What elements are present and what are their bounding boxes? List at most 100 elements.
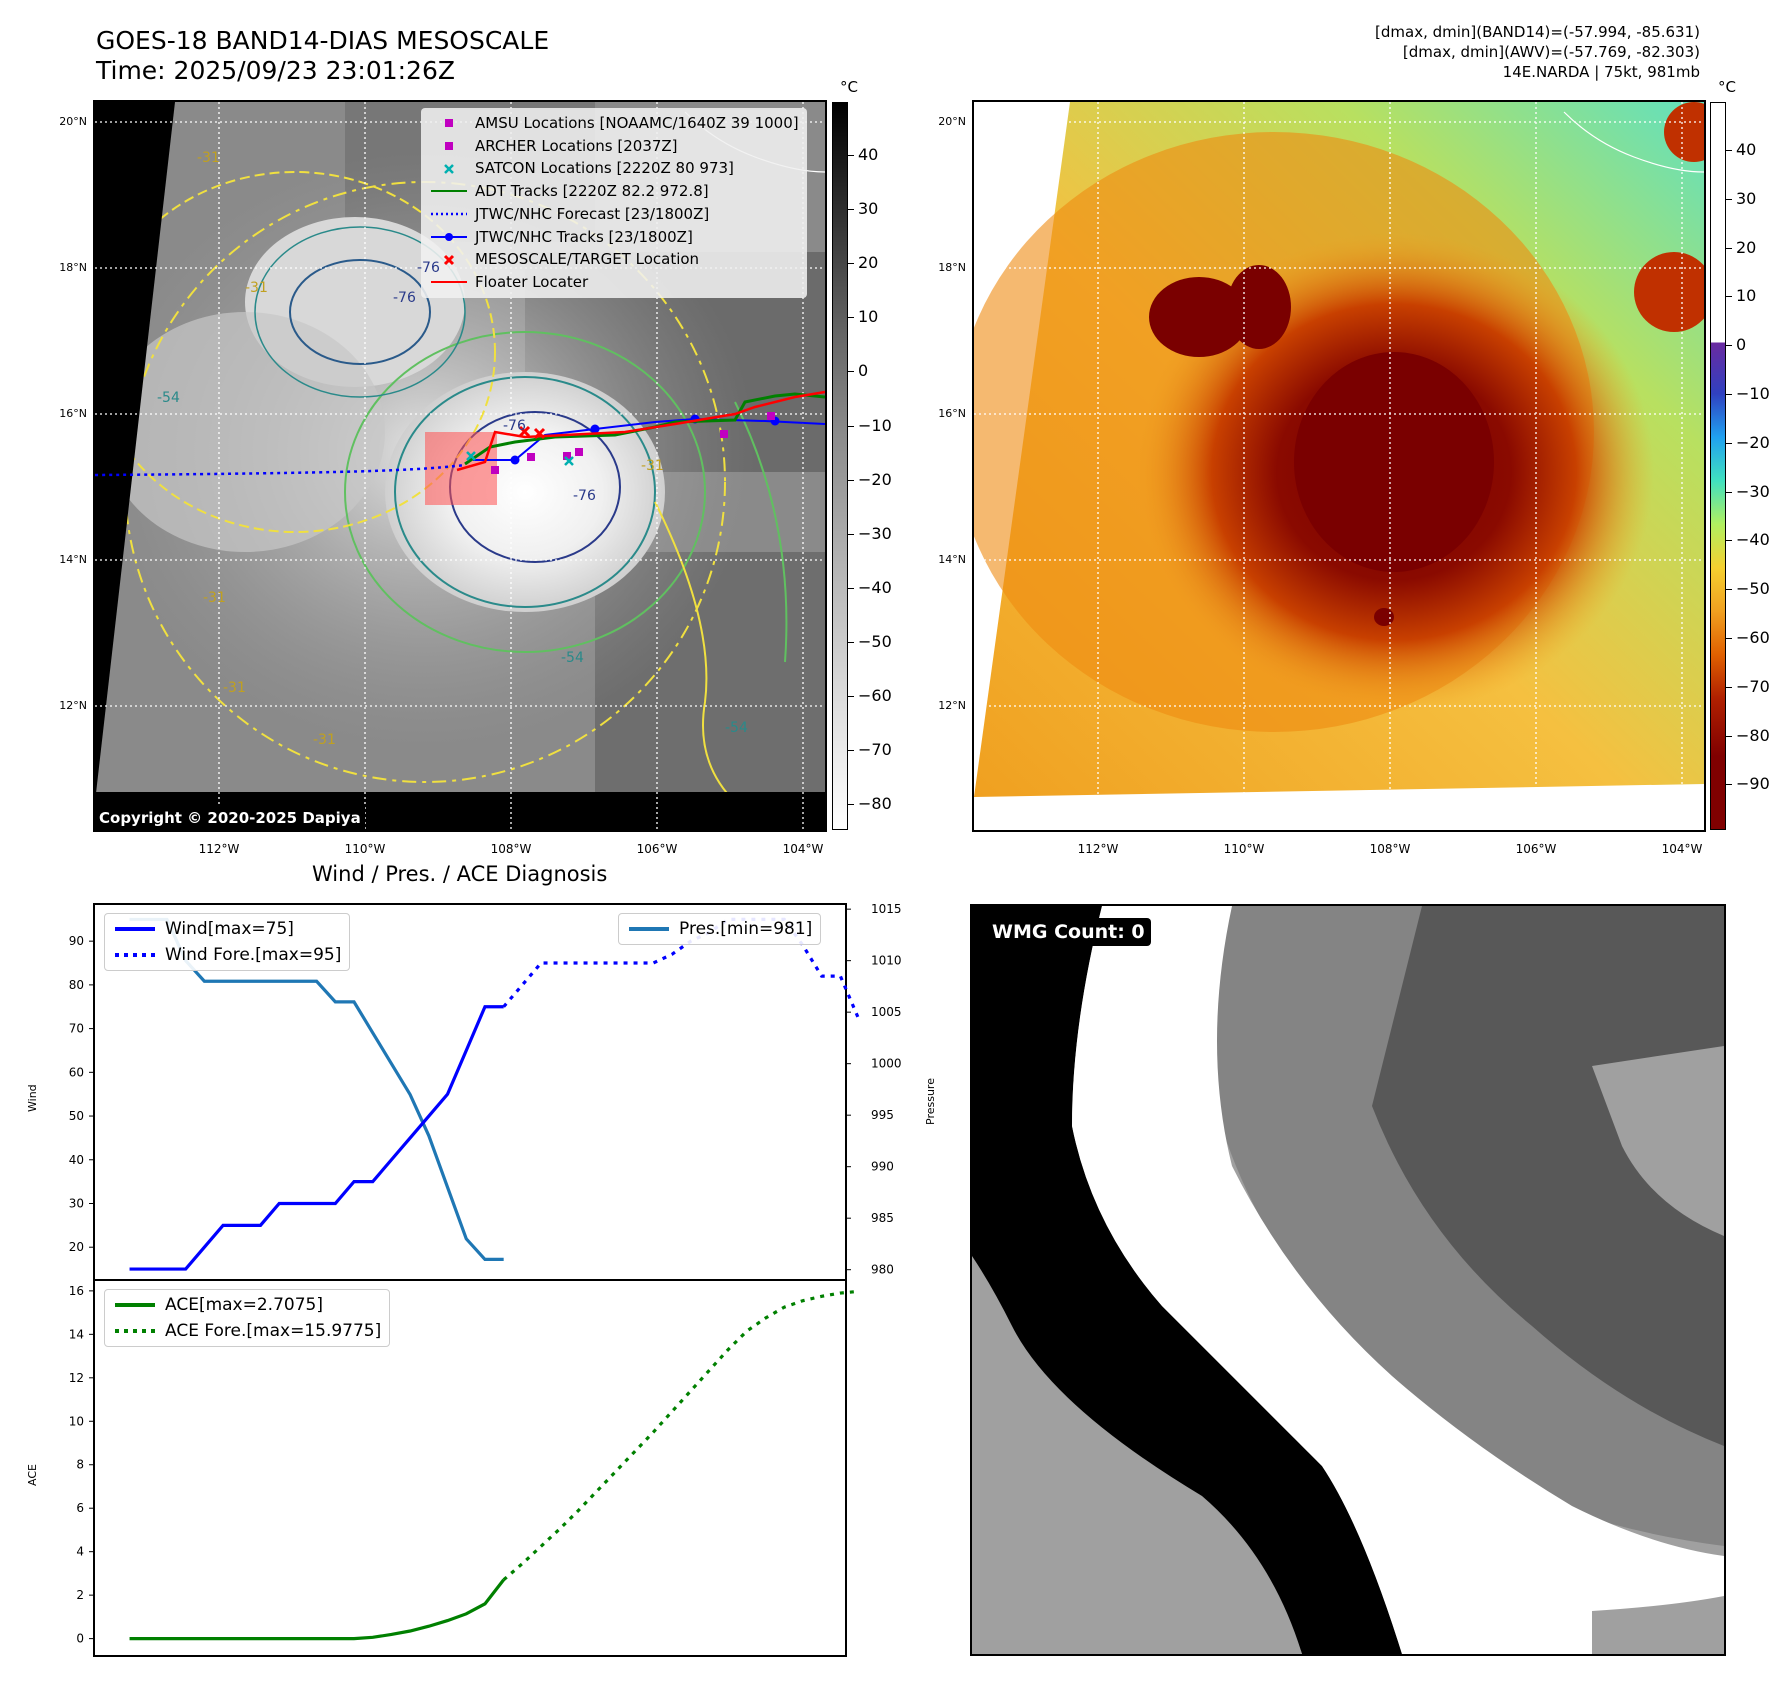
colorbar-tick-mark <box>1726 394 1732 395</box>
awv-map-panel <box>972 100 1706 832</box>
colorbar-tick-label: 30 <box>1736 188 1757 208</box>
contour-label: -31 <box>223 680 246 696</box>
colorbar-tick-label: −60 <box>1736 628 1770 647</box>
colorbar-tick-label: 40 <box>858 145 879 164</box>
longitude-label: 112°W <box>1077 842 1119 856</box>
pressure-tick-label: 1000 <box>871 1057 902 1071</box>
awv-map-image <box>974 102 1704 830</box>
wind-tick-label: 90 <box>69 934 84 948</box>
pressure-tick-label: 985 <box>871 1211 894 1225</box>
ir-colorbar-unit: °C <box>840 78 858 96</box>
latitude-label: 18°N <box>59 261 87 274</box>
legend-label: Wind Fore.[max=95] <box>165 945 342 965</box>
legend-row: ARCHER Locations [2037Z] <box>429 135 799 158</box>
latitude-label: 20°N <box>938 115 966 128</box>
dotted-line-icon <box>115 953 155 957</box>
colorbar-tick-mark <box>848 371 854 373</box>
colorbar-tick-mark <box>848 263 854 265</box>
title-line-2: Time: 2025/09/23 23:01:26Z <box>96 56 455 85</box>
colorbar-tick-mark <box>848 155 854 156</box>
colorbar-tick-mark <box>1726 442 1732 444</box>
colorbar-tick-label: 20 <box>858 253 879 273</box>
line-dot-icon <box>429 226 469 248</box>
legend-label: JTWC/NHC Forecast [23/1800Z] <box>475 204 710 223</box>
wmg-panel: WMG Count: 0 <box>970 904 1726 1656</box>
legend-row: ADT Tracks [2220Z 82.2 972.8] <box>429 180 799 203</box>
solid-line-icon <box>115 927 155 931</box>
contour-label: -31 <box>641 458 664 474</box>
wind-tick-label: 70 <box>69 1022 84 1036</box>
colorbar-tick-label: −40 <box>1736 530 1770 550</box>
colorbar-tick-label: −90 <box>1736 774 1770 794</box>
pressure-tick-label: 1010 <box>871 954 902 968</box>
colorbar-tick-label: −80 <box>1736 725 1770 745</box>
contour-label: -76 <box>417 260 440 276</box>
legend-row: AMSU Locations [NOAAMC/1640Z 39 1000] <box>429 112 799 135</box>
wind-tick-label: 80 <box>69 978 84 992</box>
colorbar-tick-label: 40 <box>1736 140 1757 159</box>
longitude-label: 108°W <box>1369 842 1411 856</box>
colorbar-tick-mark <box>1726 150 1732 151</box>
ace-tick-label: 0 <box>76 1632 84 1646</box>
latitude-label: 12°N <box>59 699 87 712</box>
x-marker-icon <box>429 249 469 271</box>
colorbar-tick-mark <box>848 750 854 752</box>
figure-title: GOES-18 BAND14-DIAS MESOSCALE Time: 2025… <box>96 26 549 86</box>
wmg-image <box>972 906 1724 1654</box>
title-line-1: GOES-18 BAND14-DIAS MESOSCALE <box>96 26 550 55</box>
longitude-label: 106°W <box>1515 842 1557 856</box>
longitude-label: 110°W <box>344 842 386 856</box>
pressure-tick-label: 1015 <box>871 902 902 916</box>
contour-label: -31 <box>313 732 336 748</box>
colorbar-tick-label: −60 <box>858 686 892 705</box>
pressure-axis-label: Pressure <box>924 1078 937 1125</box>
colorbar-tick-label: 30 <box>858 199 879 219</box>
copyright-notice: Copyright © 2020-2025 Dapiya <box>95 805 365 830</box>
contour-label: -54 <box>725 720 748 736</box>
latitude-label: 14°N <box>59 553 87 566</box>
x-marker-icon <box>429 158 469 180</box>
legend-row: Pres.[min=981] <box>627 916 812 942</box>
ace-tick-label: 16 <box>69 1284 84 1298</box>
legend-label: Wind[max=75] <box>165 919 294 939</box>
legend-row: JTWC/NHC Forecast [23/1800Z] <box>429 203 799 226</box>
ace-tick-label: 14 <box>69 1327 84 1341</box>
legend-row: JTWC/NHC Tracks [23/1800Z] <box>429 226 799 249</box>
ace-tick-label: 12 <box>69 1371 84 1385</box>
colorbar-tick-mark <box>1726 345 1732 347</box>
legend-row: ACE[max=2.7075] <box>113 1292 381 1318</box>
colorbar-tick-mark <box>1726 296 1732 298</box>
legend-row: Wind[max=75] <box>113 916 341 942</box>
latitude-label: 20°N <box>59 115 87 128</box>
colorbar-tick-mark <box>1726 784 1732 786</box>
legend-row: ACE Fore.[max=15.9775] <box>113 1318 381 1344</box>
colorbar-tick-label: −20 <box>1736 432 1770 452</box>
legend-label: Pres.[min=981] <box>679 919 813 939</box>
latitude-label: 12°N <box>938 699 966 712</box>
line-icon <box>429 271 469 293</box>
contour-label: -76 <box>503 418 526 434</box>
longitude-label: 104°W <box>782 842 824 856</box>
ace-series-line <box>129 1578 505 1641</box>
colorbar-tick-mark <box>848 696 854 697</box>
legend-label: MESOSCALE/TARGET Location <box>475 250 700 269</box>
legend-label: ACE[max=2.7075] <box>165 1295 323 1315</box>
colorbar-tick-label: −70 <box>858 740 892 760</box>
latitude-label: 18°N <box>938 261 966 274</box>
solid-line-icon <box>115 1303 155 1307</box>
legend-label: JTWC/NHC Tracks [23/1800Z] <box>475 227 693 246</box>
colorbar-tick-mark <box>848 425 854 427</box>
colorbar-tick-label: 10 <box>858 307 879 327</box>
pressure-tick-label: 990 <box>871 1160 894 1174</box>
wind-legend: Wind[max=75] Wind Fore.[max=95] <box>104 913 351 971</box>
stats-summary: [dmax, dmin](BAND14)=(-57.994, -85.631) … <box>1375 22 1700 82</box>
colorbar-tick-mark <box>1726 247 1732 249</box>
legend-row: MESOSCALE/TARGET Location <box>429 248 799 271</box>
colorbar-tick-label: −70 <box>1736 676 1770 696</box>
legend-label: AMSU Locations [NOAAMC/1640Z 39 1000] <box>475 114 799 132</box>
longitude-label: 106°W <box>636 842 678 856</box>
colorbar-tick-label: −40 <box>858 577 892 597</box>
colorbar-tick-mark <box>848 533 854 535</box>
dotted-line-icon <box>115 1329 155 1333</box>
ir-map-panel: AMSU Locations [NOAAMC/1640Z 39 1000] AR… <box>93 100 827 832</box>
